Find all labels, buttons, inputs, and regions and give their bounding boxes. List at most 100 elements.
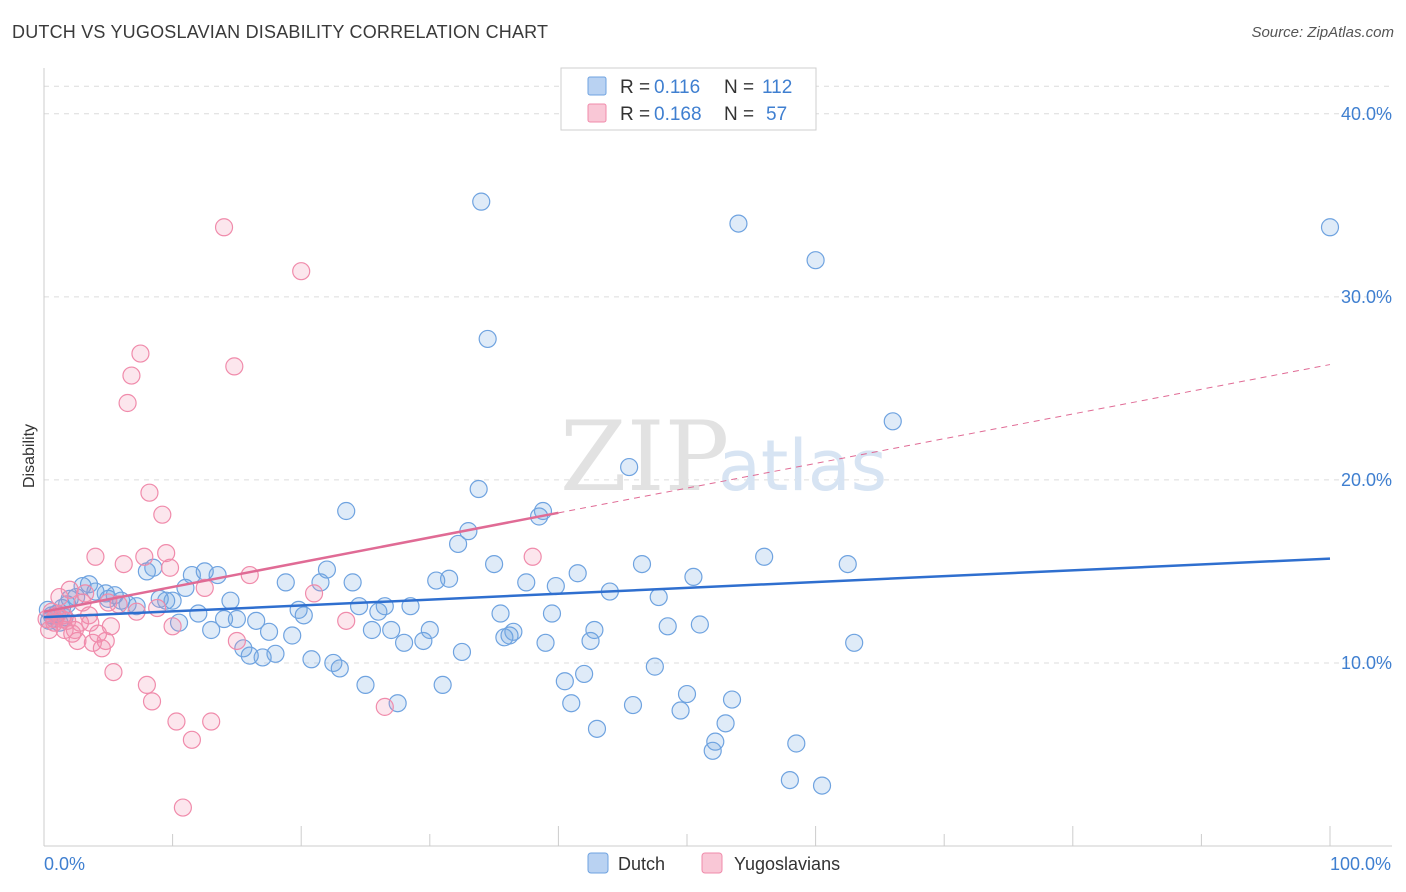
dutch-point: [382, 620, 401, 640]
dutch-point: [337, 501, 356, 521]
yugoslavian-point: [304, 584, 324, 603]
yugoslavian-point: [104, 662, 123, 682]
yugoslavian-point: [292, 262, 311, 281]
dutch-point: [575, 664, 594, 684]
watermark-zip: ZIP: [560, 401, 729, 513]
dutch-point: [883, 412, 902, 431]
dutch-point: [259, 622, 279, 641]
dutch-point: [690, 615, 709, 634]
dutch-point: [623, 695, 643, 715]
yugoslavian-point: [118, 393, 137, 413]
yugoslavian-point: [148, 598, 167, 618]
dutch-point: [234, 639, 253, 658]
bottom-legend-swatch-yugoslavians: [701, 852, 723, 874]
yugoslavian-point: [86, 547, 105, 566]
dutch-point: [845, 633, 864, 652]
dutch-point: [812, 776, 832, 795]
yugoslavian-point: [337, 611, 356, 630]
dutch-point: [330, 659, 349, 678]
dutch-point: [221, 591, 240, 610]
legend-n-label-yugoslavians: N =: [724, 104, 754, 125]
dutch-point: [838, 554, 857, 574]
dutch-point: [283, 626, 302, 645]
dutch-point: [585, 620, 604, 640]
yugoslavian-point: [137, 675, 156, 695]
dutch-point: [671, 701, 690, 720]
dutch-point: [202, 620, 221, 640]
dutch-point: [227, 609, 246, 629]
yugoslavian-point: [214, 218, 234, 237]
y-tick-label: 10.0%: [1341, 653, 1392, 673]
yugoslavian-point: [131, 344, 150, 363]
dutch-trend-line: [43, 557, 1331, 619]
yugoslavian-point: [195, 578, 214, 597]
dutch-point: [620, 457, 639, 477]
dutch-point: [472, 192, 491, 211]
dutch-point: [555, 672, 574, 691]
series-legend: Dutch Yugoslavians: [587, 852, 840, 874]
yugoslavian-point: [50, 587, 69, 607]
yugoslavian-trend-line: [43, 511, 559, 613]
dutch-point: [485, 554, 504, 574]
dutch-point: [294, 606, 313, 625]
yugoslavian-point: [173, 798, 192, 817]
axes: [43, 68, 1392, 847]
dutch-point: [469, 479, 488, 499]
yugoslavian-point: [240, 565, 259, 585]
dutch-point: [504, 622, 523, 641]
yugoslavian-point: [225, 357, 244, 376]
dutch-point: [806, 251, 825, 270]
bottom-legend-swatch-dutch: [587, 852, 609, 874]
dutch-point: [1320, 218, 1340, 237]
yugoslavian-point: [160, 558, 180, 577]
yugoslavian-point: [163, 617, 182, 636]
y-tick-label: 20.0%: [1341, 470, 1392, 490]
dutch-point: [433, 675, 452, 695]
dutch-point: [401, 597, 420, 616]
dutch-point: [302, 650, 321, 669]
dutch-point: [542, 604, 562, 623]
y-tick-labels: 10.0% 20.0% 30.0% 40.0%: [1341, 104, 1392, 673]
yugoslavian-point: [101, 617, 120, 636]
yugoslavian-point: [60, 580, 79, 599]
x-tick-label-min: 0.0%: [44, 854, 85, 874]
x-tick-label-max: 100.0%: [1330, 854, 1391, 874]
yugoslavian-point: [375, 697, 394, 716]
yugoslavian-point: [135, 547, 154, 566]
bottom-legend-label-yugoslavians: Yugoslavians: [734, 854, 840, 874]
dutch-point: [587, 719, 607, 738]
y-tick-label: 30.0%: [1341, 287, 1392, 307]
bottom-legend-label-dutch: Dutch: [618, 854, 665, 874]
dutch-point: [562, 694, 581, 713]
dutch-point: [127, 597, 146, 616]
dutch-point: [163, 591, 182, 610]
yugoslavian-point: [68, 631, 87, 651]
dutch-point: [349, 597, 369, 616]
dutch-point: [208, 565, 227, 585]
dutch-point: [581, 631, 600, 651]
dutch-point: [568, 564, 587, 583]
dutch-point: [439, 569, 459, 588]
legend-n-label-dutch: N =: [724, 77, 754, 98]
dutch-point: [716, 714, 735, 733]
dutch-point: [546, 576, 565, 596]
dutch-point: [536, 633, 555, 652]
yugoslavian-point: [523, 547, 542, 566]
dutch-point: [276, 573, 295, 592]
yugoslavian-point: [202, 712, 221, 731]
dutch-point: [448, 534, 468, 554]
x-ticks: [43, 826, 1331, 846]
dutch-point: [214, 609, 234, 629]
dutch-point: [247, 611, 266, 630]
dutch-point: [706, 732, 725, 751]
dutch-point: [787, 734, 806, 753]
source-label: Source: ZipAtlas.com: [1251, 24, 1394, 41]
yugoslavian-point: [140, 483, 159, 502]
legend-r-label-yugoslavians: R =: [620, 104, 650, 125]
yugoslavian-point: [142, 692, 162, 711]
dutch-point: [266, 644, 285, 663]
dutch-point: [677, 684, 697, 704]
yugoslavian-point: [167, 712, 186, 731]
yugoslavian-point: [182, 730, 201, 749]
